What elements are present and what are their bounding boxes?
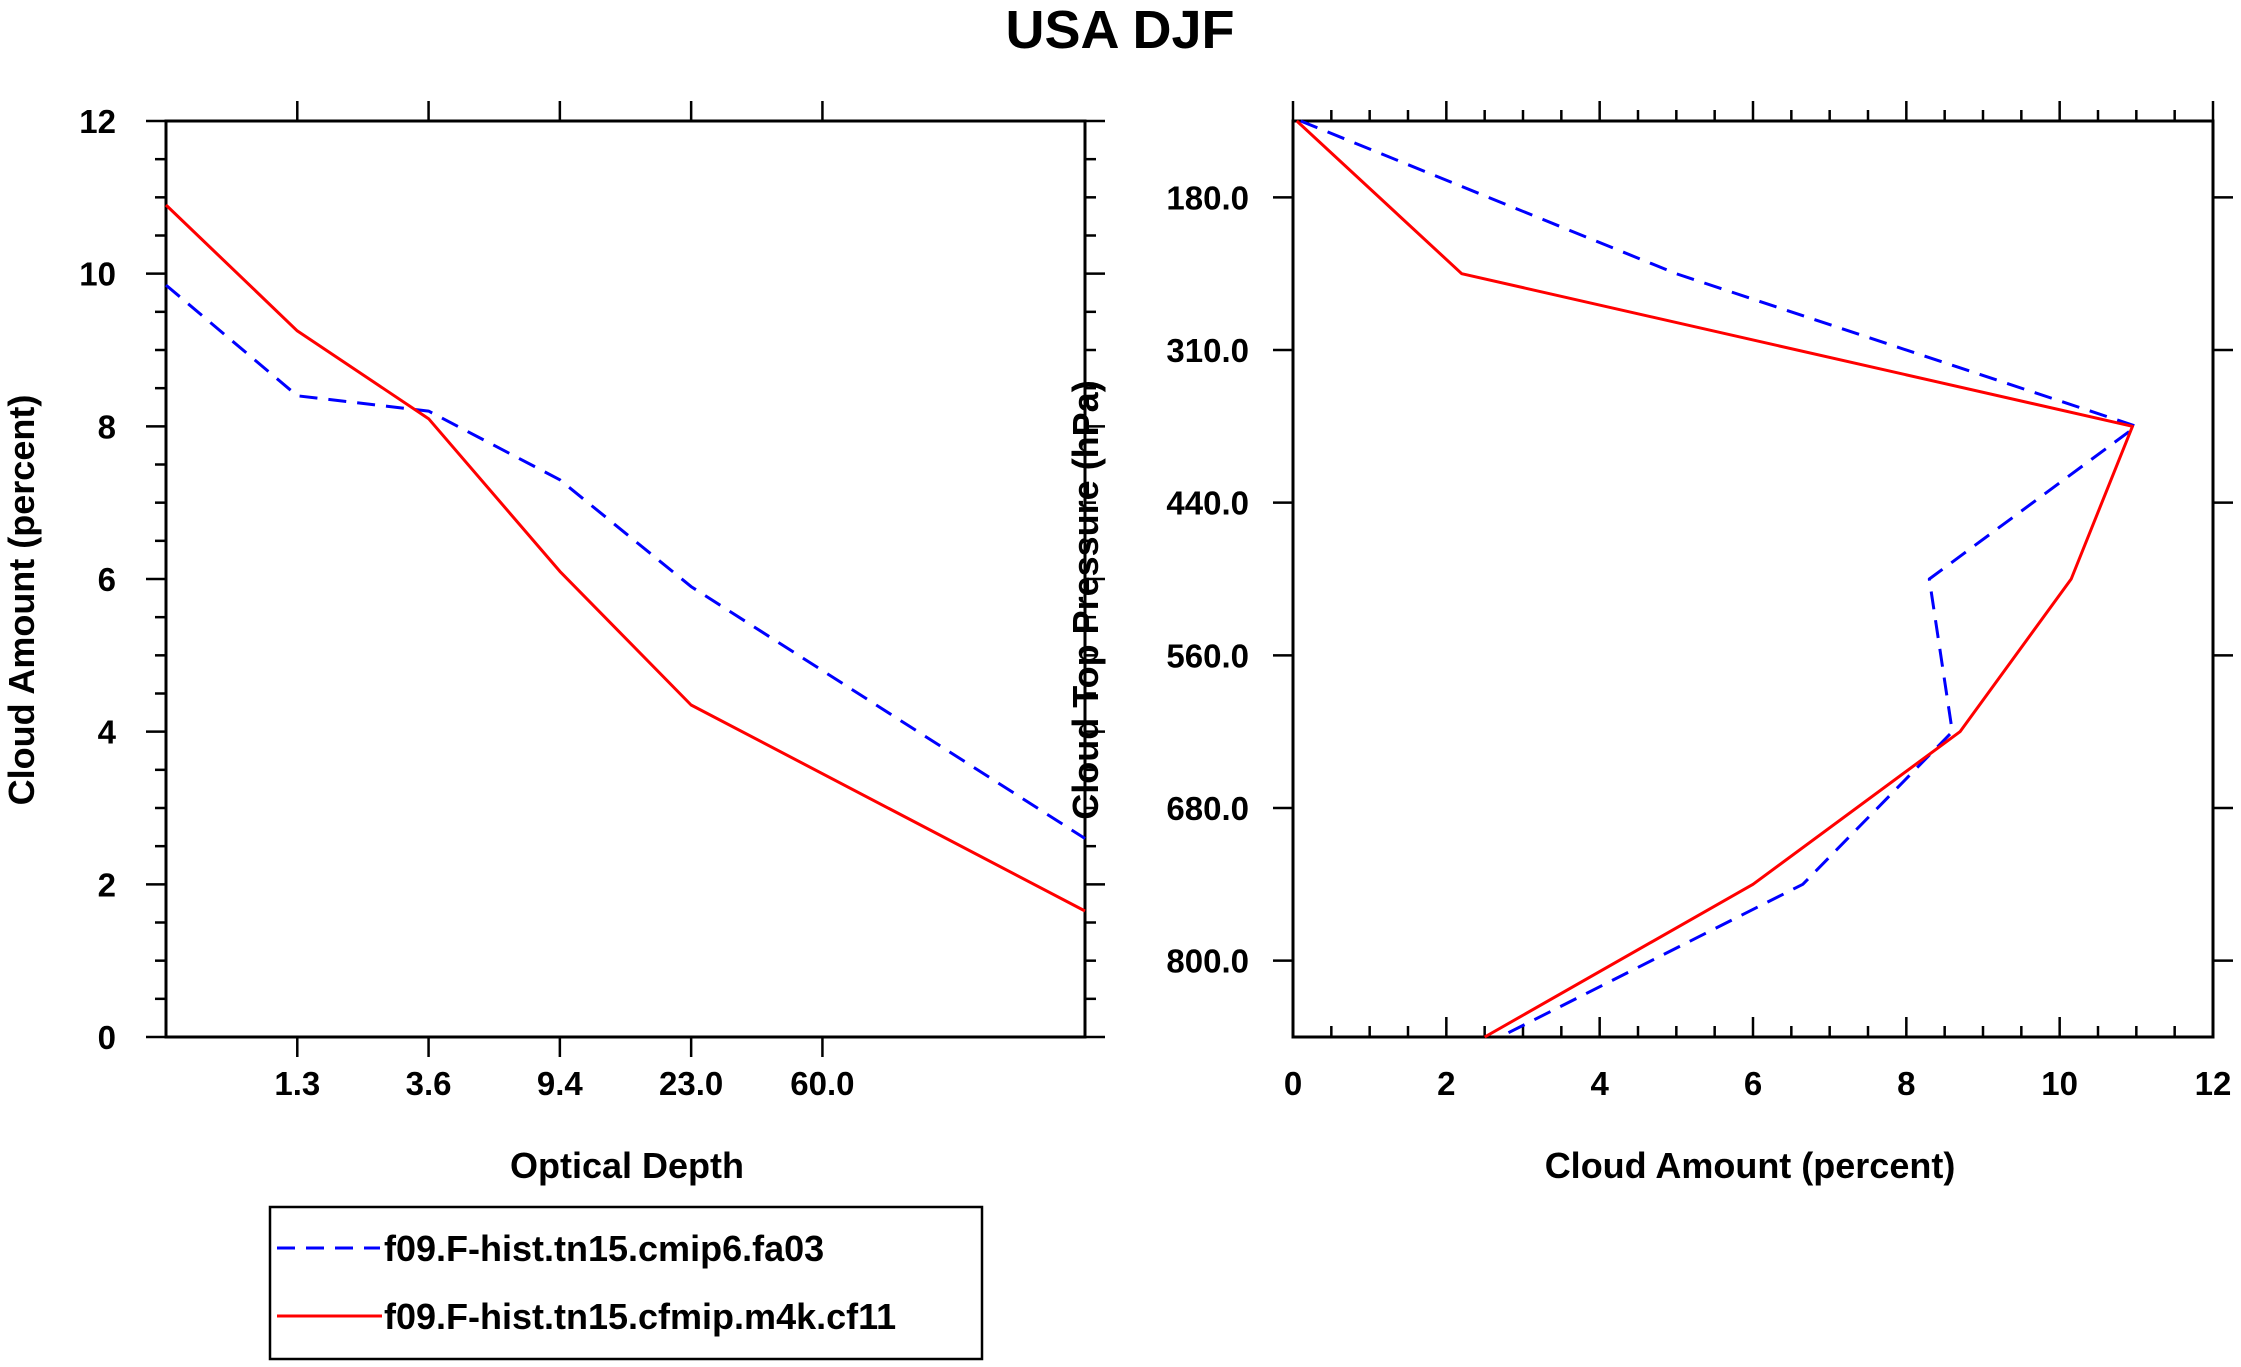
left-x-tick-label: 1.3 <box>274 1065 320 1102</box>
left-x-tick-label: 9.4 <box>537 1065 584 1102</box>
right-x-tick-label: 0 <box>1284 1065 1302 1102</box>
legend: f09.F-hist.tn15.cmip6.fa03 f09.F-hist.tn… <box>268 1205 984 1361</box>
left-y-tick-label: 8 <box>98 408 116 445</box>
right-series-cfmip-line <box>1295 119 2134 1039</box>
left-series-cmip6-line <box>165 283 1086 840</box>
left-y-tick-label: 12 <box>79 103 116 140</box>
legend-label-cmip6: f09.F-hist.tn15.cmip6.fa03 <box>384 1228 824 1269</box>
right-y-tick-label: 560.0 <box>1166 637 1249 674</box>
right-x-axis-label: Cloud Amount (percent) <box>1545 1145 1956 1186</box>
cloud-top-pressure-chart: 0 2 4 6 8 10 12 180.0 310.0 440.0 560.0 680.0 800.0 <box>1166 101 2233 1102</box>
right-x-tick-label: 12 <box>2195 1065 2232 1102</box>
right-y-tick-label: 800.0 <box>1166 943 1249 980</box>
left-x-tick-label: 60.0 <box>790 1065 854 1102</box>
right-y-tick-label: 440.0 <box>1166 485 1249 522</box>
right-x-tick-label: 2 <box>1437 1065 1455 1102</box>
left-plot-frame <box>164 119 1087 1039</box>
right-x-tick-label: 8 <box>1897 1065 1915 1102</box>
left-x-tick-label: 3.6 <box>406 1065 452 1102</box>
right-x-tick-label: 6 <box>1744 1065 1762 1102</box>
legend-label-cfmip: f09.F-hist.tn15.cfmip.m4k.cf11 <box>384 1296 896 1337</box>
right-x-tick-label: 4 <box>1590 1065 1609 1102</box>
optical-depth-chart: 0 2 4 6 8 10 12 1.3 3.6 9.4 23.0 60.0 <box>79 101 1105 1102</box>
right-y-tick-label: 680.0 <box>1166 790 1249 827</box>
left-y-tick-label: 2 <box>98 866 116 903</box>
left-y-axis-label: Cloud Amount (percent) <box>1 395 42 806</box>
right-plot-frame <box>1291 119 2215 1039</box>
right-y-tick-label: 310.0 <box>1166 332 1249 369</box>
legend-box <box>268 1205 984 1361</box>
figure-title: USA DJF <box>1005 0 1234 60</box>
right-series-cmip6-line <box>1300 119 2138 1039</box>
left-x-axis-label: Optical Depth <box>510 1145 744 1186</box>
left-x-tick-label: 23.0 <box>659 1065 723 1102</box>
right-y-tick-label: 180.0 <box>1166 179 1249 216</box>
right-y-axis-label: Cloud Top Pressure (hPa) <box>1065 380 1106 819</box>
left-y-tick-label: 6 <box>98 561 116 598</box>
left-series-cfmip-line <box>164 203 1086 913</box>
left-y-tick-label: 10 <box>79 256 116 293</box>
left-y-tick-label: 0 <box>98 1019 116 1056</box>
right-x-tick-label: 10 <box>2041 1065 2078 1102</box>
left-y-tick-label: 4 <box>98 714 117 751</box>
